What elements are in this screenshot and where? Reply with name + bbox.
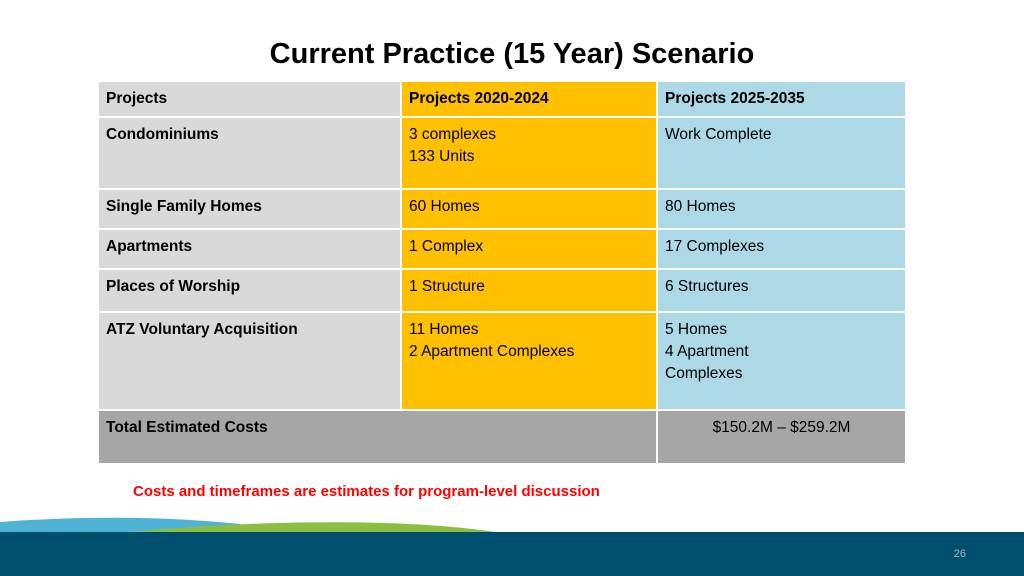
disclaimer-note: Costs and timeframes are estimates for p… — [133, 483, 600, 500]
cell-2020-2024: 1 Structure — [400, 268, 658, 313]
header-projects-2025-2035: Projects 2025-2035 — [656, 80, 907, 118]
cell-line: 1 Structure — [409, 278, 485, 295]
cell-line: 3 complexes — [409, 126, 497, 143]
table-header-row: Projects Projects 2020-2024 Projects 202… — [97, 80, 907, 118]
cell-line: 2 Apartment Complexes — [409, 343, 575, 360]
table-row: Single Family Homes 60 Homes 80 Homes — [97, 188, 907, 230]
cell-line: Work Complete — [665, 126, 772, 143]
header-projects: Projects — [97, 80, 402, 118]
cell-2020-2024: 1 Complex — [400, 228, 658, 270]
header-projects-2020-2024: Projects 2020-2024 — [400, 80, 658, 118]
cell-2025-2035: Work Complete — [656, 116, 907, 190]
cell-line: 1 Complex — [409, 238, 484, 255]
cell-line: 17 Complexes — [665, 238, 765, 255]
cell-2020-2024: 60 Homes — [400, 188, 658, 230]
cell-line: 60 Homes — [409, 198, 480, 215]
total-row: Total Estimated Costs $150.2M – $259.2M — [97, 409, 907, 465]
cell-2025-2035: 6 Structures — [656, 268, 907, 313]
table-row: Condominiums 3 complexes 133 Units Work … — [97, 116, 907, 190]
cell-2025-2035: 17 Complexes — [656, 228, 907, 270]
cell-2025-2035: 5 Homes 4 Apartment Complexes — [656, 311, 907, 411]
cell-line: 4 Apartment — [665, 343, 749, 360]
cell-line: 6 Structures — [665, 278, 749, 295]
cell-2020-2024: 3 complexes 133 Units — [400, 116, 658, 190]
cell-line: 80 Homes — [665, 198, 736, 215]
footer-bar — [0, 532, 1024, 576]
table-row: Places of Worship 1 Structure 6 Structur… — [97, 268, 907, 313]
cell-line: 5 Homes — [665, 321, 728, 338]
cell-2020-2024: 11 Homes 2 Apartment Complexes — [400, 311, 658, 411]
row-label: Places of Worship — [97, 268, 402, 313]
total-label: Total Estimated Costs — [97, 409, 658, 465]
row-label: ATZ Voluntary Acquisition — [97, 311, 402, 411]
row-label: Condominiums — [97, 116, 402, 190]
slide-title: Current Practice (15 Year) Scenario — [269, 38, 755, 70]
cell-line: 11 Homes — [409, 321, 479, 338]
total-value: $150.2M – $259.2M — [656, 409, 907, 465]
scenario-table: Projects Projects 2020-2024 Projects 202… — [97, 80, 907, 465]
page-number: 26 — [953, 548, 966, 560]
row-label: Single Family Homes — [97, 188, 402, 230]
table-row: ATZ Voluntary Acquisition 11 Homes 2 Apa… — [97, 311, 907, 411]
table-row: Apartments 1 Complex 17 Complexes — [97, 228, 907, 270]
cell-2025-2035: 80 Homes — [656, 188, 907, 230]
cell-line: 133 Units — [409, 148, 475, 165]
row-label: Apartments — [97, 228, 402, 270]
cell-line: Complexes — [665, 365, 743, 382]
